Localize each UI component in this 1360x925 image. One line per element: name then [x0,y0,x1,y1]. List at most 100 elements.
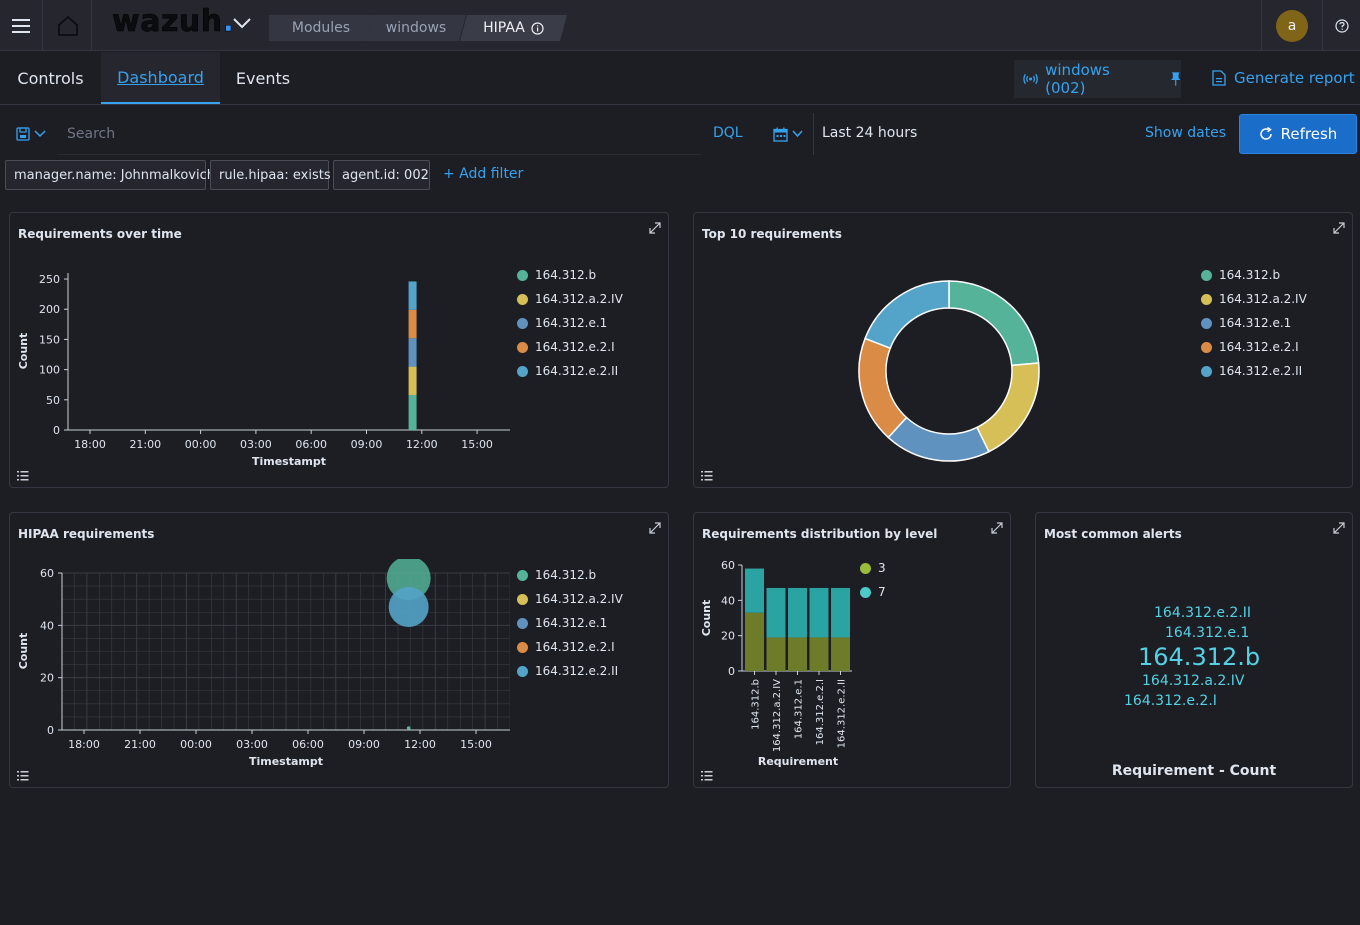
legend-label: 3 [878,561,886,575]
x-tick-label: 164.312.e.2.II [837,679,848,748]
legend-label: 164.312.a.2.IV [535,592,623,606]
tag-cloud-word[interactable]: 164.312.e.1 [1165,625,1250,641]
filter-pill-manager[interactable]: manager.name: Johnmalkovich [5,160,215,190]
legend-item[interactable]: 164.312.e.1 [517,611,623,635]
legend-item[interactable]: 164.312.e.2.I [517,335,623,359]
x-axis-label: Requirement [758,755,838,768]
legend-item[interactable]: 164.312.b [517,263,623,287]
agent-selector[interactable]: windows (002) [1014,60,1181,98]
hamburger-icon [12,18,30,33]
refresh-button[interactable]: Refresh [1239,114,1357,154]
query-language-toggle[interactable]: DQL [713,125,743,141]
search-input[interactable] [57,113,701,155]
tag-cloud-word[interactable]: 164.312.e.2.II [1154,605,1252,621]
x-tick-label: 00:00 [185,438,217,451]
y-tick-label: 40 [721,594,735,607]
x-axis-label: Timestampt [252,455,326,468]
legend-label: 164.312.e.1 [1219,316,1292,330]
legend-label: 7 [878,585,886,599]
chart-legend: 164.312.b 164.312.a.2.IV 164.312.e.1 164.31… [517,563,623,683]
legend-item[interactable]: 164.312.b [1201,263,1307,287]
expand-icon[interactable] [1330,219,1348,237]
legend-item[interactable]: 7 [860,580,886,604]
generate-report-button[interactable]: Generate report [1212,67,1355,89]
breadcrumb-modules[interactable]: Modules [269,15,373,41]
legend-label: 164.312.b [535,268,597,282]
saved-query-button[interactable] [5,113,57,155]
legend-label: 164.312.b [535,568,597,582]
legend-item[interactable]: 164.312.b [517,563,623,587]
tag-cloud-word[interactable]: 164.312.a.2.IV [1142,673,1245,689]
x-tick-label: 164.312.e.1 [794,679,805,739]
legend-item[interactable]: 164.312.a.2.IV [517,587,623,611]
legend-item[interactable]: 3 [860,556,886,580]
list-icon[interactable] [16,469,30,483]
legend-item[interactable]: 164.312.e.2.I [1201,335,1307,359]
info-icon[interactable] [531,22,544,35]
legend-swatch [1201,293,1212,305]
pie-slice [887,416,990,462]
x-tick-label: 21:00 [129,438,161,451]
legend-item[interactable]: 164.312.e.2.II [517,659,623,683]
document-icon [1212,70,1226,86]
wazuh-logo[interactable]: wazuh. [112,4,235,40]
y-axis-label: Count [700,600,713,637]
tab-controls[interactable]: Controls [17,68,84,88]
tab-dashboard[interactable]: Dashboard [101,52,220,104]
bubble-point [406,726,411,730]
list-icon[interactable] [16,769,30,783]
avatar[interactable]: a [1276,9,1308,42]
expand-icon[interactable] [646,219,664,237]
x-tick-label: 12:00 [406,438,438,451]
x-tick-label: 21:00 [124,738,156,751]
bubble-point [386,559,431,601]
list-icon[interactable] [700,469,714,483]
legend-swatch [517,569,528,581]
bubble-point [388,587,429,628]
expand-icon[interactable] [1330,519,1348,537]
help-button[interactable] [1324,0,1360,51]
breadcrumb-windows[interactable]: windows [366,15,466,41]
legend-item[interactable]: 164.312.e.1 [517,311,623,335]
list-icon[interactable] [700,769,714,783]
legend-swatch [517,665,528,677]
filter-pill-agent[interactable]: agent.id: 002 [333,160,430,190]
legend-item[interactable]: 164.312.e.2.II [517,359,623,383]
tag-cloud-word[interactable]: 164.312.b [1138,643,1261,671]
expand-icon[interactable] [988,519,1006,537]
tag-cloud-word[interactable]: 164.312.e.2.I [1124,693,1217,709]
legend-swatch [517,317,528,329]
x-tick-label: 18:00 [74,438,106,451]
bar [831,587,850,638]
filter-pill-rule[interactable]: rule.hipaa: exists [210,160,331,190]
legend-label: 164.312.e.2.II [535,364,619,378]
time-range-label[interactable]: Last 24 hours [822,125,918,141]
home-button[interactable] [44,0,92,51]
add-filter-button[interactable]: + Add filter [443,166,524,182]
panel-title: Top 10 requirements [702,227,842,241]
legend-item[interactable]: 164.312.a.2.IV [1201,287,1307,311]
expand-icon[interactable] [646,519,664,537]
bar [408,366,417,395]
bar [408,309,417,339]
bar [809,587,829,638]
pin-icon[interactable] [1170,71,1181,87]
x-tick-label: 164.312.a.2.IV [772,679,783,752]
agent-label: windows (002) [1045,61,1110,97]
user-menu[interactable]: a [1261,0,1323,51]
save-icon [16,127,30,141]
legend-item[interactable]: 164.312.e.2.II [1201,359,1307,383]
bar [831,637,850,671]
show-dates-link[interactable]: Show dates [1145,125,1227,141]
panel-requirements-by-level: Requirements distribution by level 0 20 40… [693,512,1011,788]
legend-item[interactable]: 164.312.e.1 [1201,311,1307,335]
x-tick-label: 164.312.b [751,679,762,730]
panel-hipaa-requirements: HIPAA requirements 0 20 40 60 18:00 21:00 00:0… [9,512,669,788]
legend-label: 164.312.e.2.II [1219,364,1303,378]
legend-item[interactable]: 164.312.e.2.I [517,635,623,659]
legend-item[interactable]: 164.312.a.2.IV [517,287,623,311]
tab-events[interactable]: Events [235,68,291,88]
menu-button[interactable] [0,0,43,51]
date-quick-menu[interactable] [762,113,814,155]
chevron-down-icon[interactable] [232,16,252,30]
